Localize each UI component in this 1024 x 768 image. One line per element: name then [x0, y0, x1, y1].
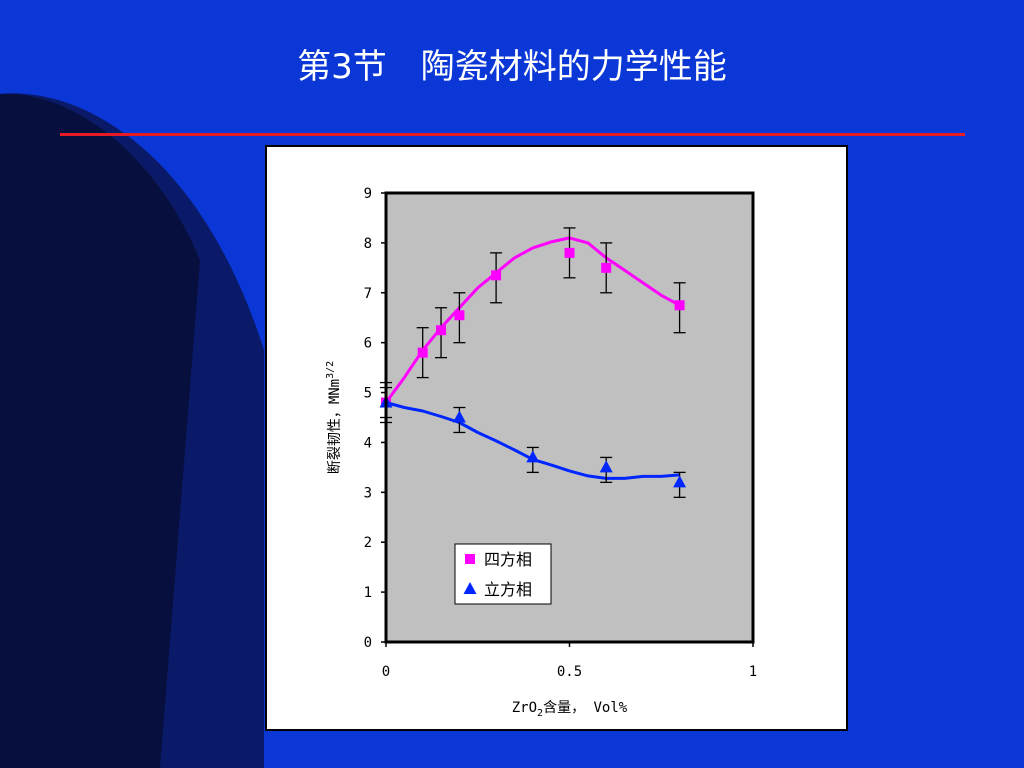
data-point-square [601, 262, 612, 273]
x-tick-label: 1 [749, 664, 757, 680]
series-line-0 [384, 236, 681, 404]
plot-layer [379, 193, 753, 642]
y-tick-label: 5 [364, 386, 372, 402]
x-axis-label-main: ZrO [512, 700, 537, 716]
data-point-square [674, 300, 685, 311]
y-axis-label-sup: 3/2 [325, 361, 336, 379]
y-axis-label-main: 断裂韧性，MNm [327, 379, 343, 474]
data-point-square [436, 325, 447, 336]
y-tick-label: 8 [364, 236, 372, 252]
data-point-square [417, 347, 428, 358]
y-tick-label: 3 [364, 485, 372, 501]
y-tick-label: 2 [364, 535, 372, 551]
x-tick-label: 0 [382, 664, 390, 680]
y-tick-label: 7 [364, 286, 372, 302]
slide-title: 第3节 陶瓷材料的力学性能 [297, 47, 727, 87]
data-point-square [564, 247, 575, 258]
legend-marker-triangle [463, 582, 477, 594]
data-point-triangle [599, 460, 613, 473]
legend-marker-square [465, 554, 475, 564]
chart-panel: 0 1 2 3 4 5 6 7 8 9 0 0.5 1 四方相 立方相 ZrO2含量， Vol% 断裂韧性，… [265, 145, 848, 731]
axis-labels: ZrO2含量， Vol%断裂韧性，MNm3/2 [325, 361, 628, 719]
data-point-triangle [452, 410, 466, 423]
y-tick-label: 9 [364, 186, 372, 202]
title-divider [60, 133, 965, 136]
x-axis-label: ZrO2含量， Vol% [512, 700, 628, 719]
y-tick-label: 0 [364, 635, 372, 651]
y-tick-label: 1 [364, 585, 372, 601]
x-axis-label-sub: 2 [537, 708, 543, 719]
x-axis-label-rest: 含量， Vol% [543, 700, 628, 716]
legend-label: 立方相 [484, 580, 532, 599]
data-point-square [454, 310, 465, 321]
axis-layer: 0 1 2 3 4 5 6 7 8 9 0 0.5 1 [364, 186, 758, 680]
y-axis-label: 断裂韧性，MNm3/2 [325, 361, 343, 474]
y-tick-label: 6 [364, 336, 372, 352]
legend-label: 四方相 [484, 550, 532, 569]
y-tick-label: 4 [364, 435, 372, 451]
dark-corner-shadow [0, 93, 200, 768]
data-point-triangle [526, 450, 540, 463]
data-point-triangle [673, 475, 687, 488]
data-point-square [491, 270, 502, 281]
x-tick-label: 0.5 [557, 664, 582, 680]
